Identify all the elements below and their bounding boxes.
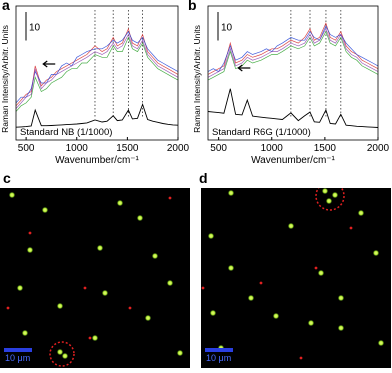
particle [26,246,34,254]
plot-frame [15,5,179,141]
dots [6,191,184,367]
particle [307,319,315,327]
scale-bar-label: 10 [221,22,233,33]
micrographs [0,188,391,368]
particle [166,279,174,287]
particle [357,209,365,217]
highlight-circle [315,188,345,211]
spectrum [207,27,379,78]
scale-bar-label: 10 μm [206,353,231,363]
x-tick-label: 1500 [116,143,139,154]
scale-bar-label: 10 μm [5,353,30,363]
particle [209,309,217,317]
particle [21,329,29,337]
particle [321,188,329,195]
scale-bar [4,348,32,352]
particle [247,294,255,302]
spectrum [207,22,379,75]
particle [56,302,64,310]
arrow [237,64,251,72]
particle [227,189,235,197]
spectrum [207,30,379,81]
x-tick-label: 1000 [66,143,89,154]
trace-label: Standard R6G (1/1000) [212,127,311,138]
particle [101,289,109,297]
highlight-circle [49,341,75,367]
image-d [201,188,391,368]
spectrum [15,33,179,109]
red-dot [349,226,353,230]
particle [151,252,159,260]
particle [176,349,184,357]
particle [16,284,24,292]
particle [144,314,152,322]
red-dot [299,356,303,360]
spectrum [207,25,379,73]
particle [96,244,104,252]
x-tick-label: 2000 [367,143,390,154]
red-dot [201,286,205,290]
x-tick-label: 1500 [314,143,337,154]
particle [61,352,69,360]
dots [201,188,385,360]
particle [227,264,235,272]
particle [377,339,385,347]
spectrum [207,88,379,128]
particle [325,197,333,205]
spectrum [15,36,179,112]
particle [331,191,339,199]
particle [41,206,49,214]
particle [337,294,345,302]
red-dot [88,336,92,340]
particle [8,191,16,199]
x-tick-label: 2000 [167,143,190,154]
panel-label: c [3,170,11,186]
scale-bar [205,348,233,352]
spectrum [15,31,179,104]
particle [116,199,124,207]
x-axis-label: Wavenumber/cm⁻¹ [251,155,335,166]
x-tick-label: 500 [18,143,35,154]
particle [207,232,215,240]
arrow [42,60,56,68]
particle [56,348,64,356]
particle [372,249,380,257]
particle [317,269,325,277]
red-dot [128,306,132,310]
x-axis-label: Wavenumber/cm⁻¹ [55,155,139,166]
spectrum [15,27,179,107]
spectrum [15,103,179,128]
y-axis-label: Raman Intensity/Arbitr. Units [192,25,202,133]
red-dot [28,231,32,235]
red-dot [168,196,172,200]
panel-label: d [199,170,208,186]
red-dot [259,281,263,285]
y-axis-label: Raman Intensity/Arbitr. Units [0,25,10,133]
particle [272,312,280,320]
x-tick-label: 1000 [261,143,284,154]
particle [136,214,144,222]
red-dot [6,306,10,310]
panel-label: a [2,0,10,13]
particle [91,334,99,342]
trace-label: Standard NB (1/1000) [20,127,112,138]
particle [337,324,345,332]
red-dot [314,266,318,270]
plot-frame [207,5,379,141]
scale-bar-label: 10 [29,22,41,33]
particle [287,222,295,230]
red-dot [83,286,87,290]
x-tick-label: 500 [210,143,227,154]
panel-label: b [188,0,197,13]
